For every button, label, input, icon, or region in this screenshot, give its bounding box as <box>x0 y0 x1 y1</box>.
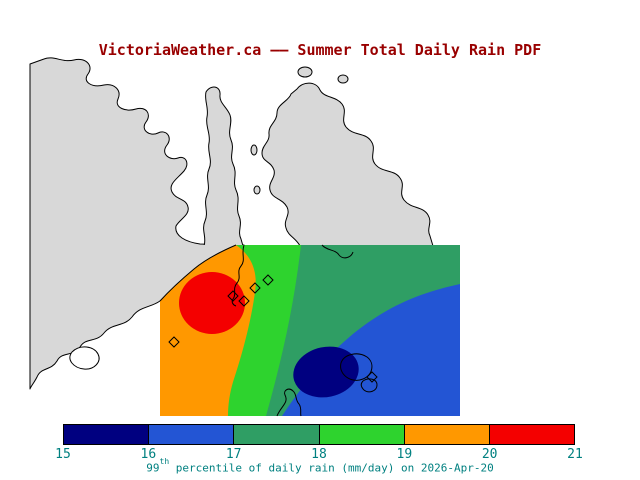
colorbar-tick-20: 20 <box>481 447 498 462</box>
colorbar-segment-1 <box>149 425 235 444</box>
landmass-saanich-peninsula <box>203 86 244 247</box>
colorbar-tick-15: 15 <box>55 447 71 462</box>
colorbar-tick-17: 17 <box>225 447 242 462</box>
contour-band-20-21 <box>179 272 245 334</box>
island-outline-1 <box>340 353 373 381</box>
colorbar-tick-18: 18 <box>311 447 327 462</box>
station-marker <box>262 274 274 286</box>
island-small-1 <box>250 144 258 156</box>
colorbar-tick-16: 16 <box>140 447 157 462</box>
island-outline-2 <box>360 378 378 393</box>
colorbar <box>63 424 575 445</box>
station-markers <box>168 274 378 383</box>
station-marker <box>238 295 250 307</box>
figure-title: VictoriaWeather.ca –– Summer Total Daily… <box>98 41 542 59</box>
land-wedge-overlay <box>160 245 236 301</box>
coastline-peninsula-tip <box>231 244 245 307</box>
island-small-4 <box>337 74 349 84</box>
colorbar-segment-0 <box>64 425 150 444</box>
station-marker <box>366 371 378 383</box>
colorbar-tick-labels: 15 16 17 18 19 20 21 <box>55 447 583 462</box>
coastline-top-squiggle <box>321 244 354 259</box>
caption: 99th percentile of daily rain (mm/day) o… <box>0 457 640 475</box>
colorbar-segment-3 <box>319 425 405 444</box>
map-land <box>29 57 434 390</box>
landmass-west <box>29 57 245 390</box>
colorbar-tick-19: 19 <box>396 447 413 462</box>
colorbar-tick-21: 21 <box>567 447 583 462</box>
colorbar-segment-4 <box>404 425 490 444</box>
colorbar-segment-5 <box>489 425 575 444</box>
caption-superscript: th <box>159 457 170 466</box>
island-small-2 <box>253 185 261 195</box>
coastline-details <box>231 244 378 417</box>
contour-field <box>160 245 460 416</box>
caption-text: percentile of daily rain (mm/day) on 202… <box>169 461 494 475</box>
coastline-south-squiggle <box>276 388 302 417</box>
station-marker <box>168 336 180 348</box>
station-marker <box>227 290 239 302</box>
island-small-3 <box>297 66 313 78</box>
contour-band-15-16 <box>293 346 359 398</box>
station-marker <box>249 282 261 294</box>
coastline-wedge <box>159 244 237 302</box>
caption-number: 99 <box>146 461 160 475</box>
landmass-northeast <box>261 82 434 247</box>
colorbar-segment-2 <box>234 425 320 444</box>
inlet-sooke <box>69 346 100 370</box>
